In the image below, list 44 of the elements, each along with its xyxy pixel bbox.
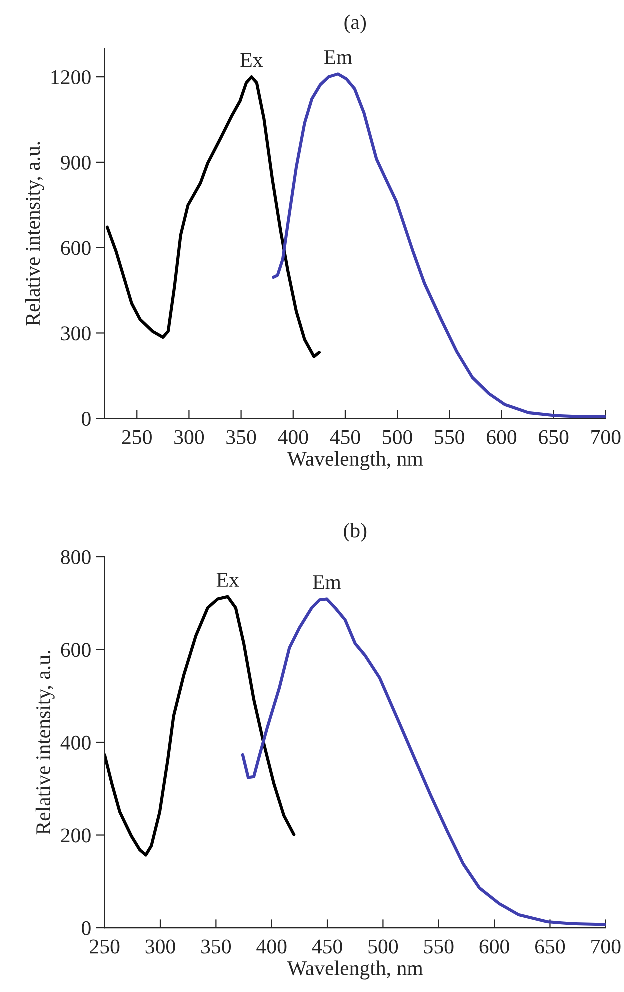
series-label: Em	[324, 50, 352, 64]
line-series	[106, 76, 321, 358]
chart-title: (a)	[344, 14, 366, 34]
y-tick-label: 900	[61, 156, 91, 170]
x-tick-label: 300	[174, 430, 204, 444]
x-tick-label: 350	[202, 940, 232, 954]
chart-title: (b)	[344, 523, 367, 542]
x-tick-label: 250	[90, 940, 120, 954]
x-tick-label: 400	[256, 940, 287, 954]
y-tick-label: 0	[82, 921, 91, 936]
x-tick-label: 500	[368, 940, 398, 954]
x-tick-label: 600	[480, 940, 510, 954]
y-tick-label: 800	[61, 550, 91, 564]
x-tick-label: 550	[424, 940, 454, 954]
y-tick-label: 200	[61, 828, 91, 843]
x-tick-label: 650	[536, 940, 566, 954]
y-tick-label: 0	[82, 412, 91, 426]
y-tick-label: 300	[61, 326, 91, 341]
x-axis-title: Wavelength, nm	[287, 960, 424, 980]
x-tick-label: 600	[487, 430, 517, 444]
x-tick-label: 250	[122, 430, 152, 444]
y-axis-title: Relative intensity, a.u.	[25, 142, 44, 326]
line-series	[104, 595, 296, 857]
x-tick-label: 650	[539, 430, 569, 444]
series-label: Ex	[240, 53, 264, 68]
x-tick-label: 300	[146, 940, 176, 954]
y-tick-label: 600	[61, 643, 91, 658]
series-label: Ex	[216, 573, 240, 587]
line-series	[272, 72, 606, 418]
y-tick-label: 1200	[52, 70, 91, 85]
series-label: Em	[313, 576, 342, 590]
x-tick-label: 700	[592, 940, 621, 954]
y-tick-label: 400	[60, 736, 91, 750]
line-series	[241, 598, 606, 926]
x-tick-label: 450	[312, 940, 342, 954]
y-axis-title: Relative intensity, a.u.	[36, 651, 55, 835]
x-tick-label: 450	[330, 430, 360, 444]
x-tick-label: 700	[592, 430, 621, 444]
y-tick-label: 600	[61, 241, 91, 256]
x-tick-label: 550	[435, 430, 464, 444]
x-tick-label: 350	[226, 430, 256, 444]
x-tick-label: 400	[278, 430, 308, 444]
x-tick-label: 500	[383, 430, 412, 444]
x-axis-title: Wavelength, nm	[287, 451, 424, 470]
